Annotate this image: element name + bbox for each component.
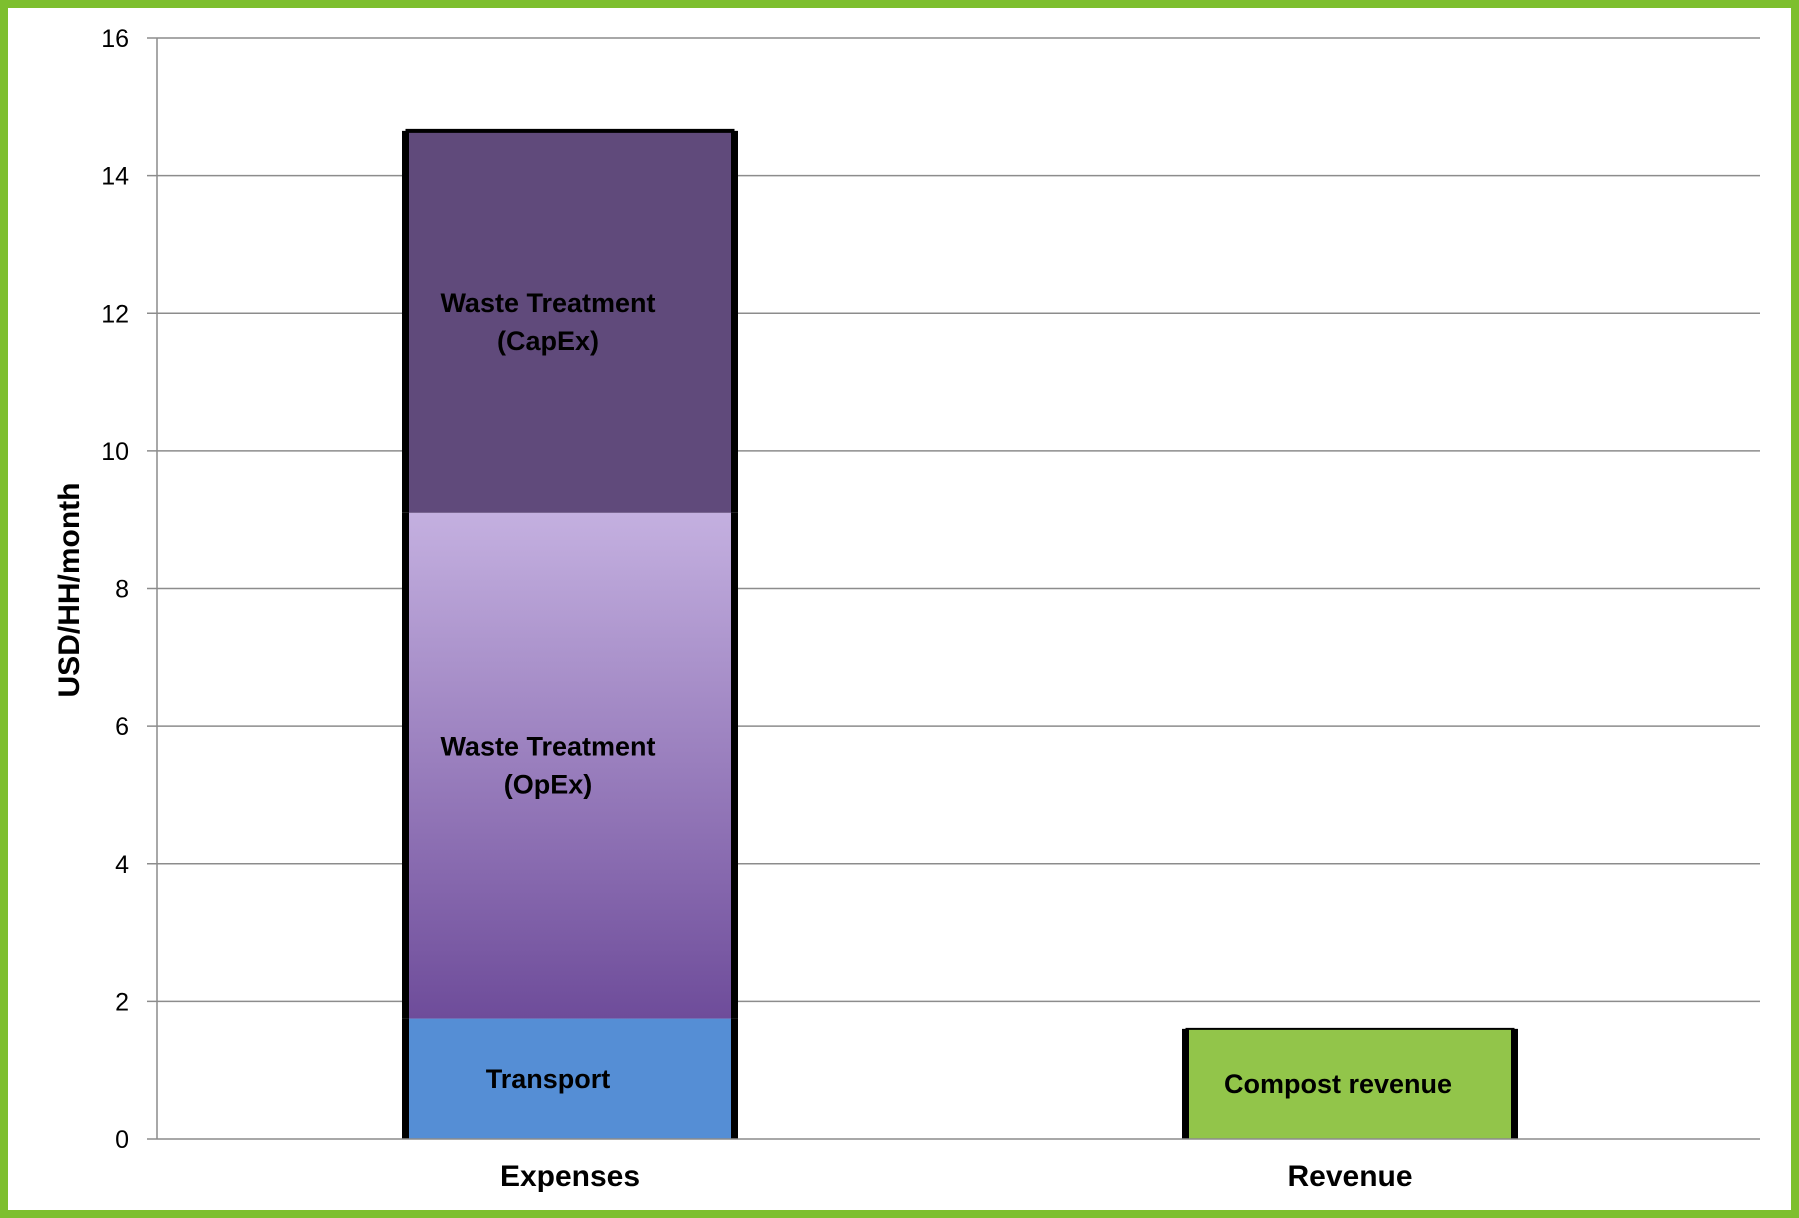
- segment-label-line: Transport: [486, 1064, 611, 1094]
- y-tick-label: 2: [115, 988, 129, 1016]
- y-tick-label: 14: [101, 163, 129, 191]
- segment-label: Waste Treatment (OpEx): [440, 732, 655, 800]
- bar-segment-waste-treatment-opex: [407, 512, 733, 1019]
- segment-label: Compost revenue: [1224, 1069, 1452, 1099]
- segment-label-line: (CapEx): [497, 326, 599, 356]
- axes: 0 2 4 6 8 10 12 14 16 Expenses Revenue: [101, 25, 1760, 1193]
- y-tick-label: 0: [115, 1126, 129, 1154]
- y-tick-label: 4: [115, 851, 129, 879]
- y-tick-label: 12: [101, 300, 129, 328]
- bar-segment-compost-revenue: [1187, 1028, 1513, 1139]
- y-tick-label: 10: [101, 438, 129, 466]
- segment-label-line: Waste Treatment: [440, 288, 655, 318]
- x-category-label: Expenses: [500, 1160, 640, 1193]
- segment-label-line: Compost revenue: [1224, 1069, 1452, 1099]
- y-axis-title: USD/HH/month: [53, 483, 86, 698]
- y-tick-label: 6: [115, 713, 129, 741]
- segment-label-line: (OpEx): [504, 770, 593, 800]
- segment-label-line: Waste Treatment: [440, 732, 655, 762]
- segment-label: Transport: [486, 1064, 611, 1094]
- y-tick-label: 8: [115, 576, 129, 604]
- y-tick-label: 16: [101, 25, 129, 53]
- bar-segment-waste-treatment-capex: [407, 130, 733, 513]
- x-category-label: Revenue: [1287, 1160, 1412, 1193]
- bars: [402, 128, 1518, 1139]
- segment-label: Waste Treatment (CapEx): [440, 288, 655, 356]
- bar-segment-transport: [407, 1018, 733, 1139]
